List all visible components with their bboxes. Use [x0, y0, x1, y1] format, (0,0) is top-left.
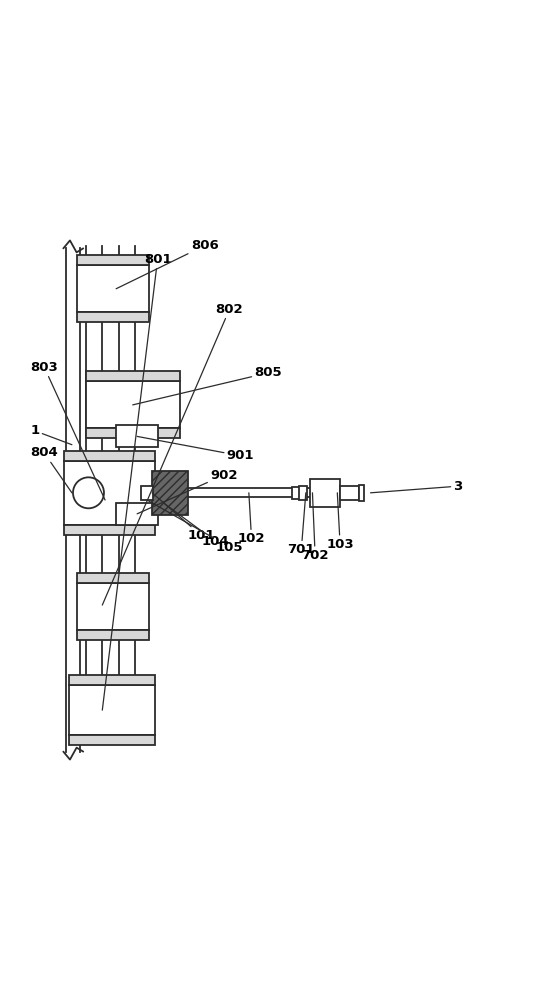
Bar [64, 451, 155, 461]
Text: 806: 806 [116, 239, 218, 289]
Text: 101: 101 [152, 493, 216, 542]
Text: 103: 103 [326, 493, 354, 551]
Bar [116, 425, 158, 447]
Text: 802: 802 [102, 303, 243, 605]
Bar [86, 371, 180, 381]
Bar [69, 685, 155, 735]
Bar [64, 461, 155, 525]
Bar [77, 265, 149, 312]
Text: 805: 805 [133, 366, 282, 405]
Bar [340, 486, 359, 500]
Text: 3: 3 [371, 480, 463, 493]
Bar [152, 471, 188, 515]
Text: 1: 1 [30, 424, 72, 445]
Bar [359, 485, 364, 501]
Text: 902: 902 [137, 469, 238, 514]
Bar [69, 675, 155, 685]
Text: 105: 105 [147, 500, 243, 554]
Text: 702: 702 [301, 493, 329, 562]
Bar [310, 479, 340, 507]
Bar [64, 525, 155, 535]
Text: 701: 701 [288, 493, 315, 556]
Text: 801: 801 [102, 253, 171, 710]
Bar [299, 486, 307, 500]
Text: 803: 803 [30, 361, 105, 500]
Bar [141, 486, 153, 500]
Bar [77, 630, 149, 640]
Bar [77, 255, 149, 265]
Text: 804: 804 [30, 446, 72, 493]
Bar [116, 503, 158, 525]
Bar [77, 573, 149, 583]
Text: 102: 102 [238, 493, 265, 545]
Text: 901: 901 [137, 436, 254, 462]
Bar [292, 487, 300, 499]
Text: 104: 104 [165, 504, 229, 548]
Bar [86, 428, 180, 438]
Bar [69, 735, 155, 745]
Bar [77, 583, 149, 630]
Bar [77, 312, 149, 322]
Bar [86, 381, 180, 428]
